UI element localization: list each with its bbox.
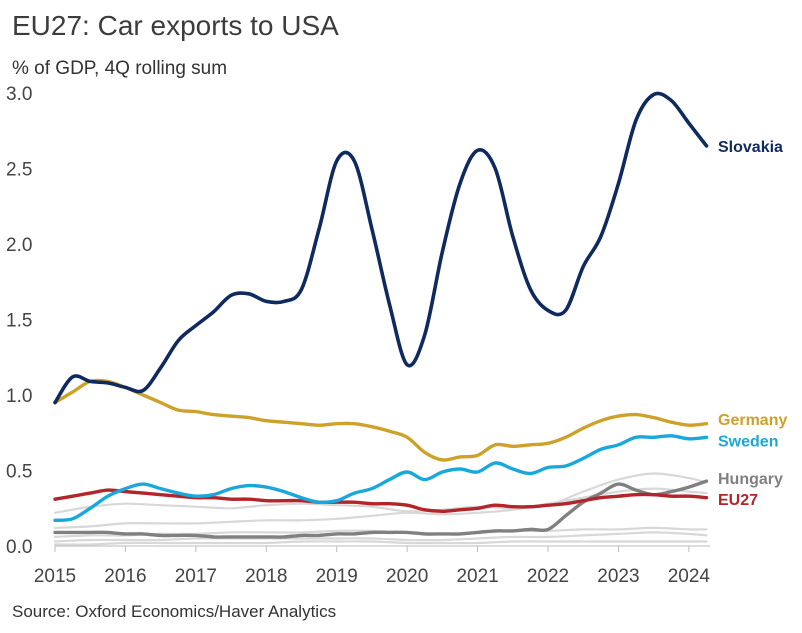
highlighted-series-group [53,91,709,539]
x-tick-label: 2015 [34,566,76,587]
y-tick-label: 0.0 [6,537,32,558]
x-tick-label: 2023 [597,566,639,587]
series-label-hungary: Hungary [718,471,783,488]
series-line-germany [53,378,709,462]
line-chart: 2015 2016 2017 2018 2019 2020 2021 2022 2023 2024… [6,84,787,587]
series-line-eu27 [53,488,709,513]
chart-title: EU27: Car exports to USA [12,10,339,41]
series-line-other-4 [53,531,708,543]
y-tick-label: 3.0 [6,84,32,105]
x-tick-label: 2024 [668,566,711,587]
series-line-other-1 [53,472,708,514]
x-tick-label: 2016 [104,566,146,587]
series-line-slovakia [53,91,709,405]
y-tick-label: 1.0 [6,386,32,407]
x-tick-label: 2021 [456,566,498,587]
x-axis-ticks: 2015 2016 2017 2018 2019 2020 2021 2022 2023 2024 [34,546,711,587]
source-note: Source: Oxford Economics/Haver Analytics [12,602,337,621]
y-tick-label: 1.5 [6,311,32,332]
background-series-group [53,472,708,546]
x-tick-label: 2018 [245,566,287,587]
x-tick-label: 2019 [316,566,358,587]
x-tick-label: 2020 [386,566,428,587]
series-label-sweden: Sweden [718,433,778,450]
x-tick-label: 2022 [527,566,569,587]
y-tick-label: 2.0 [6,235,32,256]
series-line-other-5 [53,540,708,546]
series-labels: Slovakia Germany Sweden Hungary EU27 [718,139,787,509]
series-line-sweden [53,434,709,522]
series-label-slovakia: Slovakia [718,139,783,156]
series-line-other-2 [53,487,708,529]
y-axis-ticks: 0.0 0.5 1.0 1.5 2.0 2.5 3.0 [6,84,32,558]
chart-subtitle: % of GDP, 4Q rolling sum [12,58,228,79]
series-label-eu27: EU27 [718,492,758,509]
series-label-germany: Germany [718,412,787,429]
y-tick-label: 2.5 [6,160,32,181]
y-tick-label: 0.5 [6,462,32,483]
x-tick-label: 2017 [175,566,217,587]
series-line-hungary [53,479,709,539]
